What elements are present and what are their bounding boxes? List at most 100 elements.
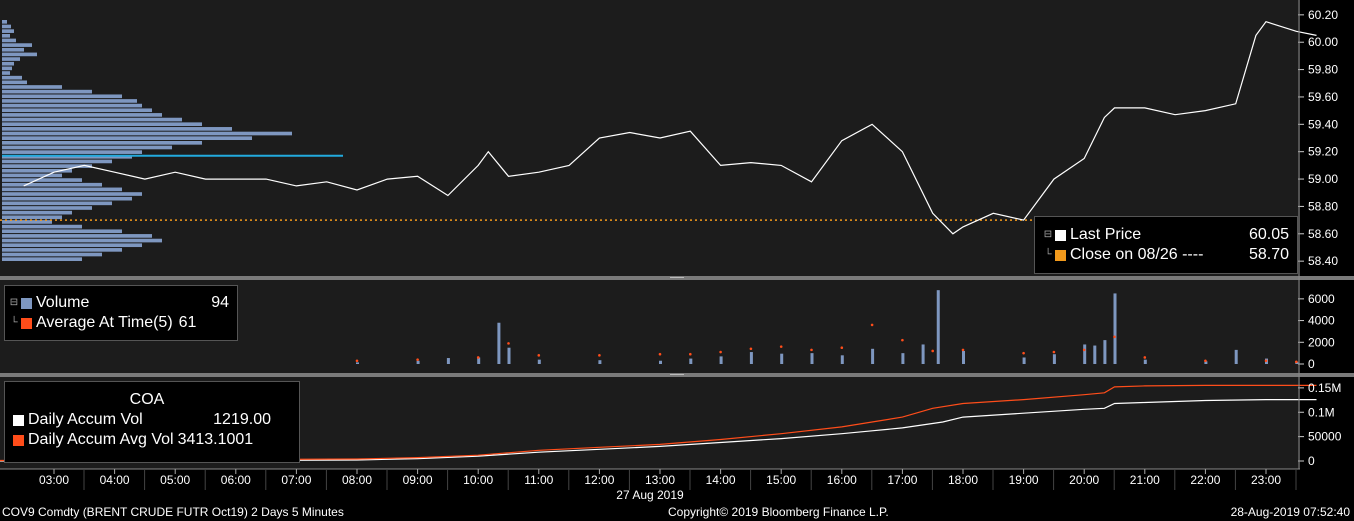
x-tick-label: 06:00: [221, 473, 251, 487]
volume-profile-bar: [2, 206, 92, 210]
accum-vol-line: [0, 399, 1317, 462]
volume-bar: [936, 290, 940, 364]
volume-profile-bar: [2, 210, 72, 215]
x-tick-label: 09:00: [403, 473, 433, 487]
volume-profile-bar: [2, 71, 10, 75]
accum-chart: [0, 384, 1317, 462]
volume-profile-bar: [2, 201, 112, 206]
volume-bar: [840, 355, 844, 364]
volume-profile-bar: [2, 131, 292, 136]
accum-legend: COA Daily Accum Vol 1219.00 Daily Accum …: [4, 381, 300, 463]
volume-legend: ⊟ Volume 94 └ Average At Time(5) 61: [4, 285, 238, 341]
volume-profile-bar: [2, 52, 37, 57]
volume-bar: [871, 348, 875, 364]
volume-profile-bar: [2, 85, 62, 89]
x-tick-label: 10:00: [463, 473, 493, 487]
legend-volume-value: 94: [211, 294, 229, 311]
volume-profile-bar: [2, 224, 82, 229]
volume-profile-bar: [2, 196, 132, 201]
x-tick-label: 20:00: [1069, 473, 1099, 487]
volume-profile-bar: [2, 187, 122, 192]
footer-copyright: Copyright© 2019 Bloomberg Finance L.P.: [668, 505, 889, 519]
volume-profile-bar: [2, 99, 137, 103]
volume-profile-bar: [2, 173, 62, 178]
volume-bar: [356, 362, 359, 364]
volume-profile-bar: [2, 38, 16, 43]
avg-at-time-dot: [1113, 335, 1116, 339]
volume-profile-bar: [2, 108, 152, 113]
volume-profile-bar: [2, 57, 20, 61]
volume-bar: [780, 353, 784, 364]
avg-at-time-dot: [749, 347, 753, 351]
volume-bar: [477, 357, 481, 364]
avg-at-time-dot: [537, 354, 541, 357]
volume-profile-bar: [2, 24, 11, 29]
volume-profile-bar: [2, 94, 122, 99]
volume-profile-bar: [2, 80, 27, 85]
avg-at-time-dot: [1082, 348, 1086, 352]
volume-profile-bar: [2, 238, 162, 243]
volume-bar: [1113, 293, 1117, 364]
volume-profile-bar: [2, 43, 32, 47]
footer-timestamp: 28-Aug-2019 07:52:40: [1230, 505, 1350, 519]
volume-bar: [1234, 349, 1238, 364]
x-tick-label: 13:00: [645, 473, 675, 487]
x-tick-label: 21:00: [1130, 473, 1160, 487]
avg-at-time-dot: [658, 352, 662, 356]
volume-bar: [1093, 345, 1097, 364]
legend-avg-label: Average At Time(5): [36, 314, 173, 331]
avg-at-time-dot: [476, 356, 480, 359]
volume-bar: [537, 359, 541, 364]
x-tick-label: 11:00: [524, 473, 553, 487]
volume-profile-bar: [2, 20, 7, 24]
volume-bar: [659, 360, 662, 364]
x-tick-label: 05:00: [160, 473, 190, 487]
accum-avg-line: [0, 384, 1317, 462]
volume-profile-bar: [2, 122, 202, 127]
legend-close-label: Close on 08/26 ----: [1070, 246, 1204, 263]
volume-profile-bar: [2, 103, 142, 108]
volume-profile-bar: [2, 29, 14, 33]
volume-profile-bar: [2, 47, 24, 52]
x-tick-label: 17:00: [887, 473, 917, 487]
avg-at-time-dot: [1143, 356, 1147, 359]
accum-vol-swatch: [13, 414, 24, 426]
x-tick-label: 07:00: [281, 473, 311, 487]
avg-at-time-dot: [810, 348, 813, 352]
volume-profile-bar: [2, 243, 142, 248]
x-tick-label: 14:00: [706, 473, 736, 487]
avg-at-time-dot: [961, 348, 965, 352]
x-tick-label: 18:00: [948, 473, 978, 487]
volume-profile-bar: [2, 150, 142, 154]
volume-profile-bar: [2, 192, 142, 196]
avg-at-time-dot: [901, 338, 904, 342]
volume-bar: [1052, 354, 1056, 364]
price-pane: [0, 0, 1317, 277]
legend-accum-vol-value: 1219.00: [213, 411, 271, 428]
footer-security: COV9 Comdty (BRENT CRUDE FUTR Oct19) 2 D…: [2, 505, 344, 519]
footer-bar: COV9 Comdty (BRENT CRUDE FUTR Oct19) 2 D…: [0, 503, 1354, 521]
avg-at-time-dot: [598, 354, 601, 357]
volume-bar: [1204, 361, 1208, 364]
volume-bar: [1143, 359, 1147, 364]
volume-profile-bar: [2, 164, 92, 168]
legend-avg-value: 61: [178, 314, 197, 331]
volume-profile-bar: [2, 89, 92, 94]
x-date-label: 27 Aug 2019: [616, 488, 684, 502]
x-tick-label: 15:00: [766, 473, 796, 487]
volume-bar: [689, 358, 693, 364]
avg-at-time-dot: [416, 358, 419, 361]
x-tick-label: 03:00: [39, 473, 69, 487]
volume-bar: [497, 322, 501, 364]
x-tick-label: 08:00: [342, 473, 372, 487]
last-price-line: [23, 20, 1317, 235]
avg-at-time-dot: [507, 342, 510, 345]
legend-accum-avg-label: Daily Accum Avg Vol: [28, 431, 174, 448]
volume-bar: [1022, 357, 1026, 364]
volume-profile-bar: [2, 257, 82, 261]
legend-last-price-label: Last Price: [1070, 226, 1142, 243]
volume-profile-bar: [2, 248, 122, 252]
volume-swatch: [21, 297, 32, 309]
volume-profile-bar: [2, 145, 172, 150]
x-tick-label: 23:00: [1251, 473, 1281, 487]
